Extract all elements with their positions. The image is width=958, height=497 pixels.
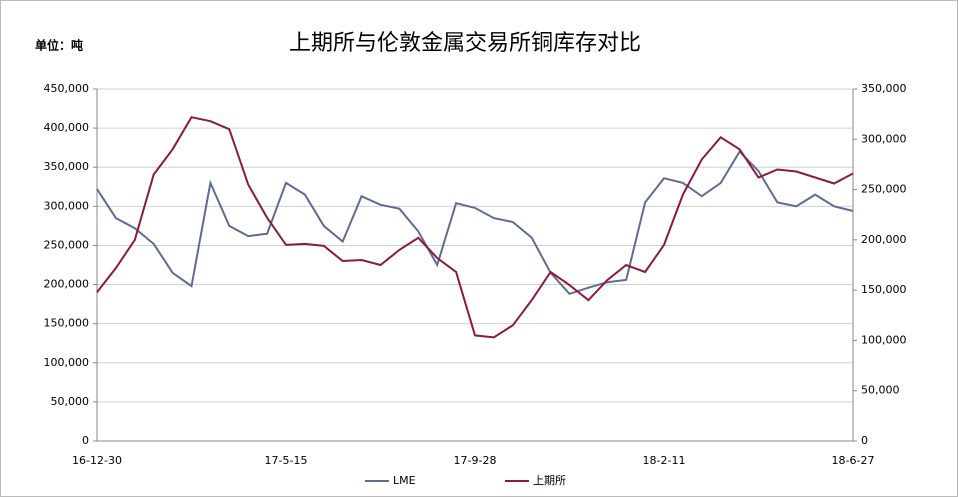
y2-tick-label: 150,000 (861, 283, 907, 296)
unit-label: 单位：吨 (35, 38, 83, 53)
y-tick-label: 150,000 (44, 317, 90, 330)
x-tick-label: 17-5-15 (265, 454, 308, 467)
y-tick-label: 100,000 (44, 356, 90, 369)
y-tick-label: 450,000 (44, 82, 90, 95)
legend-label: LME (393, 474, 416, 487)
y-tick-label: 300,000 (44, 199, 90, 212)
chart-title: 上期所与伦敦金属交易所铜库存对比 (289, 31, 641, 56)
y2-tick-label: 250,000 (861, 183, 907, 196)
y-tick-label: 250,000 (44, 238, 90, 251)
x-tick-label: 18-6-27 (832, 454, 875, 467)
y-tick-label: 50,000 (51, 395, 90, 408)
y2-tick-label: 50,000 (861, 384, 900, 397)
x-tick-label: 17-9-28 (454, 454, 497, 467)
data-line (96, 116, 854, 339)
y-tick-label: 400,000 (44, 121, 90, 134)
y-tick-label: 200,000 (44, 278, 90, 291)
y2-tick-label: 0 (861, 434, 868, 447)
y2-tick-label: 100,000 (861, 333, 907, 346)
y-tick-label: 350,000 (44, 160, 90, 173)
y2-tick-label: 350,000 (861, 82, 907, 95)
y2-tick-label: 300,000 (861, 132, 907, 145)
y2-tick-label: 200,000 (861, 233, 907, 246)
y-tick-label: 0 (82, 434, 89, 447)
x-tick-label: 18-2-11 (643, 454, 686, 467)
x-tick-label: 16-12-30 (72, 454, 122, 467)
data-line (96, 149, 854, 296)
legend-label: 上期所 (533, 474, 566, 487)
